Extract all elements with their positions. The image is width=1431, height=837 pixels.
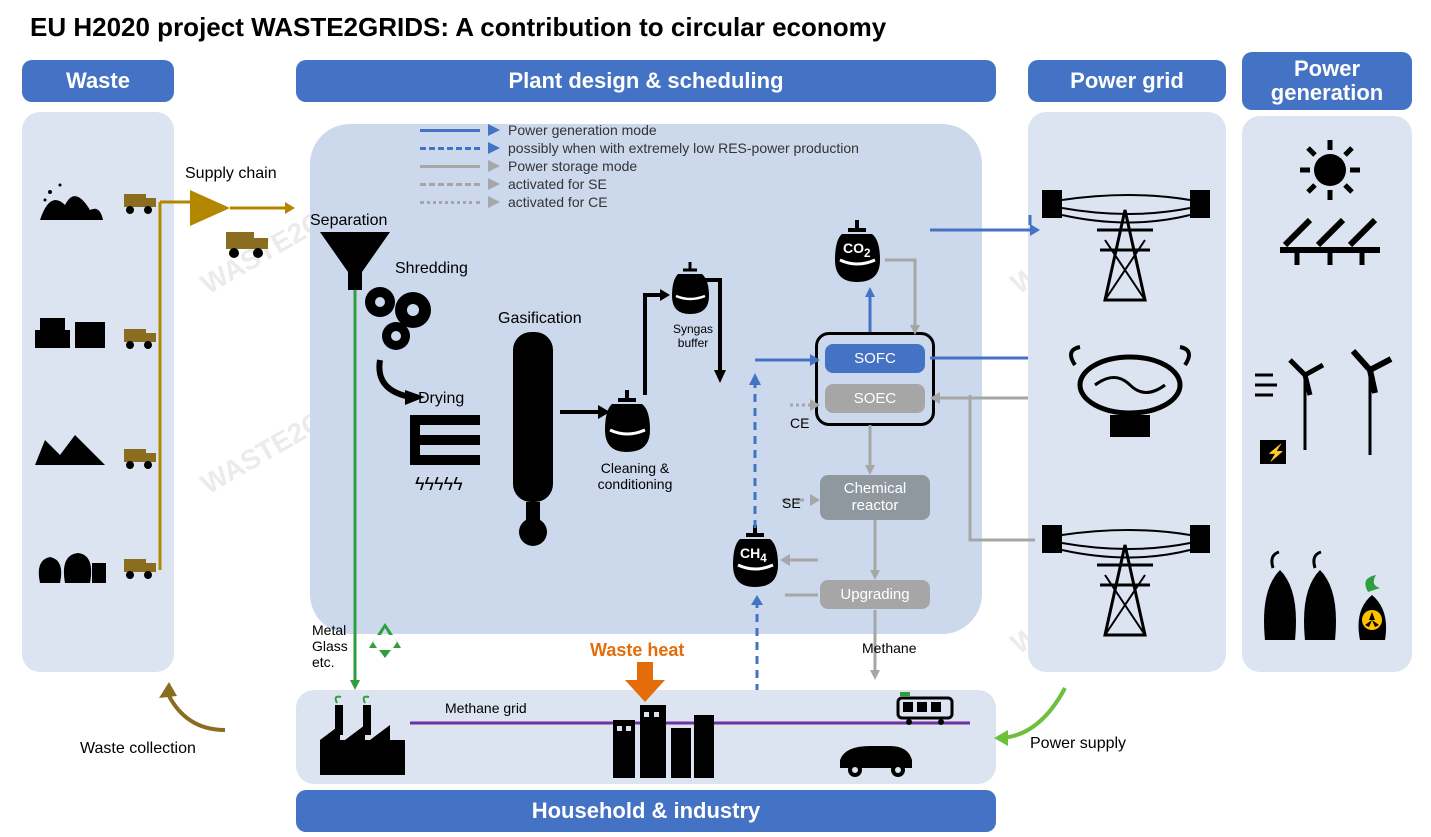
legend-label: Power storage mode <box>508 158 637 174</box>
drying-label: Drying <box>418 390 464 408</box>
bag-icon <box>600 390 655 460</box>
svg-text:ϟϟϟϟϟ: ϟϟϟϟϟ <box>415 474 463 494</box>
arrowhead-icon <box>488 196 500 208</box>
drying-icon: ϟϟϟϟϟ <box>405 410 485 500</box>
grid-connection <box>930 215 1040 555</box>
se-label: SE <box>782 495 801 511</box>
page-title: EU H2020 project WASTE2GRIDS: A contribu… <box>30 12 886 43</box>
grid-icon <box>1040 185 1215 315</box>
solar-icon <box>1280 135 1380 275</box>
plant-header: Plant design & scheduling <box>296 60 996 102</box>
grid-icon <box>1040 520 1215 650</box>
arrowhead-icon <box>488 142 500 154</box>
recycle-icon <box>365 620 405 660</box>
svg-text:⚡: ⚡ <box>1266 443 1286 462</box>
legend-row: Power storage mode <box>420 158 859 174</box>
power-gen-header: Power generation <box>1242 52 1412 110</box>
separation-label: Separation <box>310 212 387 230</box>
metal-glass-label: Metal Glass etc. <box>312 622 362 670</box>
legend-row: possibly when with extremely low RES-pow… <box>420 140 859 156</box>
arrowhead-icon <box>488 178 500 190</box>
power-grid-header: Power grid <box>1028 60 1226 102</box>
waste-header: Waste <box>22 60 174 102</box>
legend-label: Power generation mode <box>508 122 657 138</box>
waste-heat-label: Waste heat <box>590 640 684 661</box>
power-plant-icon <box>1255 540 1405 660</box>
legend-label: possibly when with extremely low RES-pow… <box>508 140 859 156</box>
arrowhead-icon <box>488 124 500 136</box>
ce-label: CE <box>790 415 809 431</box>
truck-icon <box>222 228 274 260</box>
legend-swatch <box>420 165 480 168</box>
smart-control-icon <box>1065 335 1195 445</box>
legend-label: activated for SE <box>508 176 607 192</box>
supply-chain-label: Supply chain <box>185 165 277 183</box>
legend-swatch <box>420 183 480 186</box>
legend-swatch <box>420 201 480 204</box>
gasification-label: Gasification <box>498 310 582 328</box>
truck-icon <box>120 445 160 470</box>
wind-icon: ⚡ <box>1255 345 1405 475</box>
truck-icon <box>120 190 160 215</box>
gasifier-icon <box>498 332 568 552</box>
legend-row: activated for SE <box>420 176 859 192</box>
syngas-label: Syngas buffer <box>658 322 728 350</box>
arrowhead-icon <box>488 160 500 172</box>
legend-label: activated for CE <box>508 194 608 210</box>
buildings-icon <box>608 700 718 780</box>
truck-icon <box>120 325 160 350</box>
cleaning-label: Cleaning & conditioning <box>590 460 680 492</box>
trash-pile-icon <box>30 420 110 475</box>
legend-swatch <box>420 129 480 132</box>
truck-icon <box>120 555 160 580</box>
legend-swatch <box>420 147 480 150</box>
power-supply-label: Power supply <box>1030 735 1126 753</box>
heat-arrow-icon <box>625 662 665 702</box>
gears-icon <box>358 280 448 360</box>
factory-icon <box>315 695 410 777</box>
bag-icon <box>668 262 713 322</box>
household-header: Household & industry <box>296 790 996 832</box>
legend: Power generation mode possibly when with… <box>420 122 859 212</box>
waste-collection-label: Waste collection <box>80 740 196 758</box>
legend-row: Power generation mode <box>420 122 859 138</box>
shredding-label: Shredding <box>395 260 468 278</box>
waste-collection-arrow <box>155 680 235 740</box>
furniture-waste-icon <box>30 300 110 355</box>
methane-label: Methane <box>862 640 916 656</box>
tram-icon <box>895 692 955 726</box>
methane-grid-label: Methane grid <box>445 700 527 716</box>
trash-bags-icon <box>30 535 110 590</box>
landfill-icon <box>35 170 105 230</box>
car-icon <box>830 738 920 778</box>
